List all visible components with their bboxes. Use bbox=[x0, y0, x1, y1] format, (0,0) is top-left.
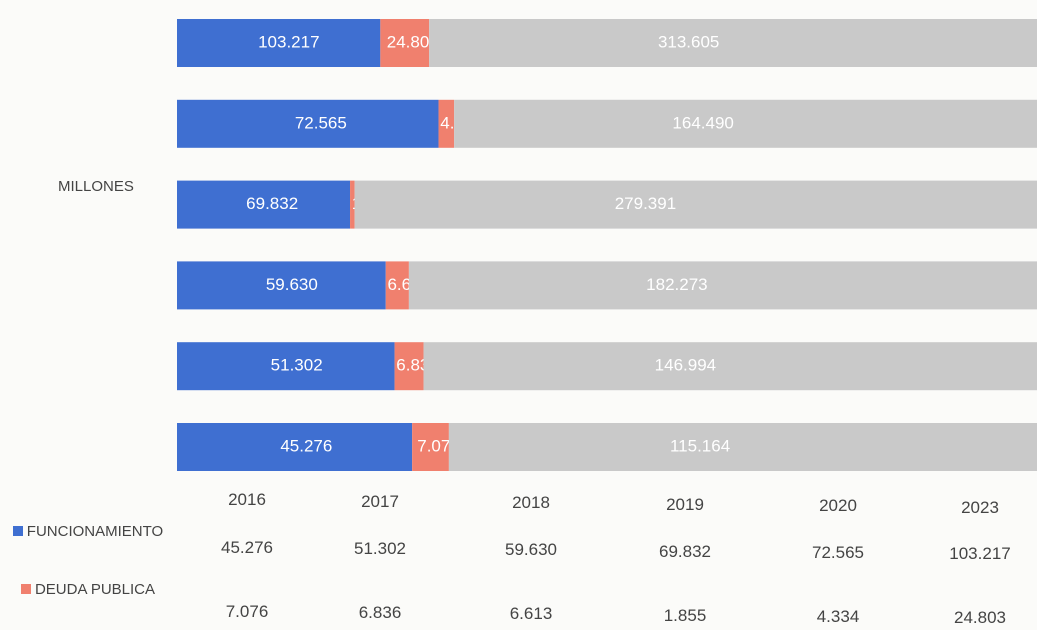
data-label: 164.490 bbox=[672, 113, 733, 132]
bar-segment bbox=[380, 19, 430, 67]
data-label: 115.164 bbox=[670, 436, 730, 455]
bar-segment bbox=[448, 423, 1037, 471]
table-cell: 59.630 bbox=[505, 540, 557, 560]
data-label: 72.565 bbox=[295, 113, 347, 132]
table-cell: 103.217 bbox=[949, 544, 1011, 563]
data-label: 103.217 bbox=[258, 32, 319, 51]
data-label: 59.630 bbox=[266, 275, 318, 294]
legend-label: FUNCIONAMIENTO bbox=[26, 523, 164, 540]
data-label: 146.994 bbox=[655, 356, 716, 375]
data-label: 24.803 bbox=[387, 32, 439, 51]
table-header: 2023 bbox=[961, 497, 999, 517]
table-cell: 72.565 bbox=[812, 542, 864, 562]
table-cell: 51.302 bbox=[354, 539, 406, 559]
legend-label: DEUDA PUBLICA bbox=[34, 581, 156, 598]
table-cell: 6.836 bbox=[358, 603, 402, 623]
legend-entry: FUNCIONAMIENTO bbox=[8, 522, 168, 542]
table-header: 2018 bbox=[512, 493, 550, 512]
table-cell: 1.855 bbox=[663, 605, 707, 625]
bar-segment bbox=[177, 99, 439, 148]
legend-swatch bbox=[12, 526, 23, 536]
legend-swatch bbox=[20, 584, 31, 594]
table-cell: 7.076 bbox=[225, 602, 269, 621]
bar-segment bbox=[177, 19, 381, 67]
bar-segment bbox=[177, 342, 395, 391]
data-label: 51.302 bbox=[271, 356, 323, 375]
legend-entry: DEUDA PUBLICA bbox=[8, 580, 168, 600]
bar-segment bbox=[423, 342, 1037, 391]
bar-segment bbox=[394, 342, 424, 391]
table-cell: 24.803 bbox=[954, 608, 1006, 627]
bar-segment bbox=[177, 180, 351, 229]
bar-segment bbox=[177, 423, 413, 471]
bar-segment bbox=[350, 180, 355, 229]
table-cell: 6.613 bbox=[509, 604, 553, 624]
axis-label: MILLONES bbox=[58, 178, 134, 195]
table-header: 2017 bbox=[361, 491, 399, 511]
bar-segment bbox=[454, 99, 1037, 148]
data-label: 313.605 bbox=[658, 32, 719, 51]
table-cell: 45.276 bbox=[221, 538, 273, 557]
data-label: 45.276 bbox=[280, 436, 332, 455]
bar-segment bbox=[408, 261, 1037, 310]
data-label: 279.391 bbox=[615, 194, 676, 213]
table-header: 2020 bbox=[819, 496, 857, 515]
bar-segment bbox=[354, 180, 1037, 229]
bar-segment bbox=[429, 19, 1037, 67]
table-header: 2016 bbox=[228, 490, 266, 509]
data-label: 69.832 bbox=[246, 194, 298, 213]
table-header: 2019 bbox=[666, 494, 704, 514]
bar-segment bbox=[438, 99, 455, 148]
table-cell: 4.334 bbox=[816, 606, 860, 626]
bar-segment bbox=[412, 423, 449, 471]
table-cell: 69.832 bbox=[659, 541, 711, 561]
bar-segment bbox=[385, 261, 409, 310]
bar-segment bbox=[177, 261, 386, 310]
data-label: 182.273 bbox=[646, 275, 707, 294]
